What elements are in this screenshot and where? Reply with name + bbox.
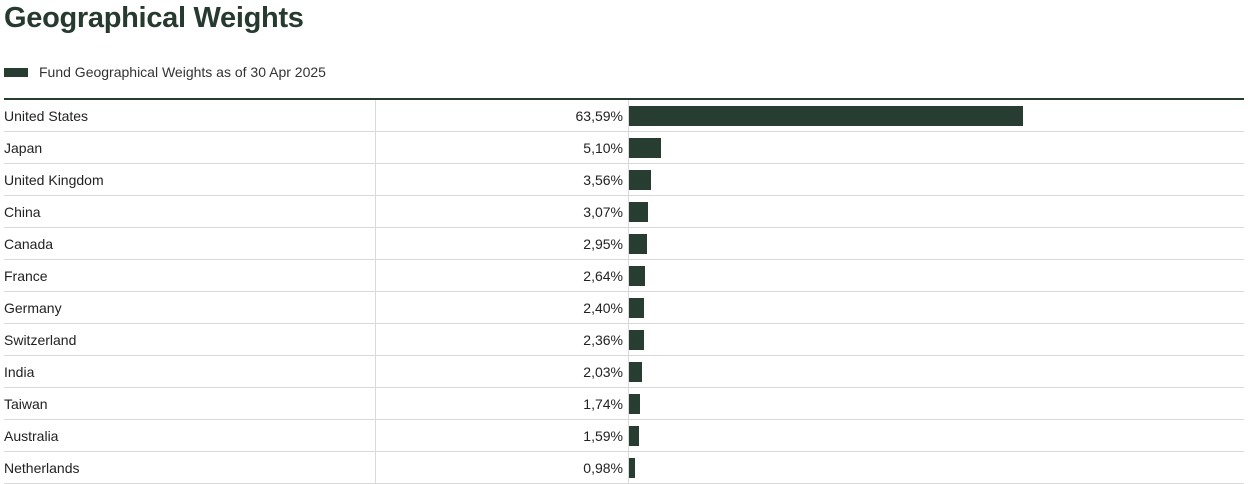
weight-bar bbox=[629, 169, 652, 190]
weight-value: 63,59% bbox=[375, 99, 629, 132]
country-name: France bbox=[4, 259, 376, 292]
weight-bar bbox=[629, 233, 648, 254]
country-name: United Kingdom bbox=[4, 163, 376, 196]
country-name: India bbox=[4, 355, 376, 388]
country-name: Switzerland bbox=[4, 323, 376, 356]
country-name: United States bbox=[4, 99, 376, 132]
table-row: United States 63,59% bbox=[4, 99, 1244, 132]
table-row: Japan 5,10% bbox=[4, 131, 1244, 164]
page-title: Geographical Weights bbox=[4, 2, 304, 34]
country-name: Canada bbox=[4, 227, 376, 260]
weight-value: 1,74% bbox=[375, 387, 629, 420]
table-row: India 2,03% bbox=[4, 355, 1244, 388]
weight-bar bbox=[629, 457, 636, 478]
weight-bar bbox=[629, 265, 646, 286]
weight-bar bbox=[629, 425, 639, 446]
table-row: United Kingdom 3,56% bbox=[4, 163, 1244, 196]
table-row: France 2,64% bbox=[4, 259, 1244, 292]
weight-bar bbox=[629, 297, 644, 318]
weight-value: 3,56% bbox=[375, 163, 629, 196]
table-row: Taiwan 1,74% bbox=[4, 387, 1244, 420]
country-name: Taiwan bbox=[4, 387, 376, 420]
table-row: Canada 2,95% bbox=[4, 227, 1244, 260]
weight-value: 2,36% bbox=[375, 323, 629, 356]
weight-bar bbox=[629, 201, 649, 222]
table-row: Switzerland 2,36% bbox=[4, 323, 1244, 356]
weight-value: 2,64% bbox=[375, 259, 629, 292]
weight-bar bbox=[629, 393, 640, 414]
country-name: Germany bbox=[4, 291, 376, 324]
country-name: China bbox=[4, 195, 376, 228]
weight-value: 1,59% bbox=[375, 419, 629, 452]
weight-bar bbox=[629, 105, 1024, 126]
country-name: Japan bbox=[4, 131, 376, 164]
weight-bar bbox=[629, 361, 642, 382]
table-row: Germany 2,40% bbox=[4, 291, 1244, 324]
weight-value: 5,10% bbox=[375, 131, 629, 164]
table-row: China 3,07% bbox=[4, 195, 1244, 228]
weight-value: 3,07% bbox=[375, 195, 629, 228]
legend-label: Fund Geographical Weights as of 30 Apr 2… bbox=[39, 64, 326, 80]
weight-bar bbox=[629, 329, 644, 350]
weight-value: 2,95% bbox=[375, 227, 629, 260]
legend: Fund Geographical Weights as of 30 Apr 2… bbox=[4, 64, 326, 80]
weight-value: 2,03% bbox=[375, 355, 629, 388]
table-row: Australia 1,59% bbox=[4, 419, 1244, 452]
weight-bar bbox=[629, 137, 661, 158]
legend-swatch bbox=[4, 67, 28, 77]
weights-table: United States 63,59% Japan 5,10% United King… bbox=[4, 98, 1244, 484]
weight-value: 2,40% bbox=[375, 291, 629, 324]
country-name: Australia bbox=[4, 419, 376, 452]
